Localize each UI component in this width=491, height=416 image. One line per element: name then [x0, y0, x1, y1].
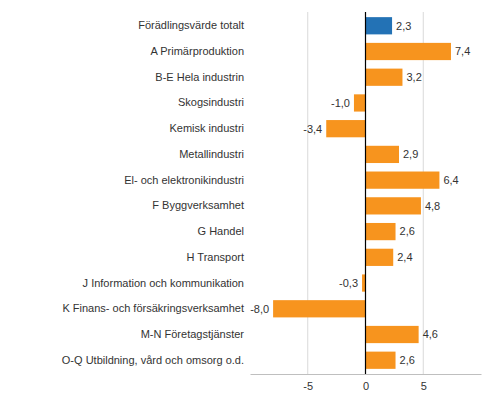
x-axis-line [251, 374, 482, 375]
bar [366, 249, 394, 266]
y-tick: B-E Hela industrin [155, 71, 250, 83]
y-tick-label: Kemisk industri [169, 122, 244, 134]
y-tick: El- och elektronikindustri [124, 174, 250, 186]
y-tick-label: G Handel [198, 225, 244, 237]
bar [366, 146, 399, 163]
data-label: 4,8 [425, 200, 440, 212]
data-label: -0,3 [339, 277, 358, 289]
y-tick: Förädlingsvärde totalt [138, 19, 250, 31]
data-label: 2,6 [400, 225, 415, 237]
bar [273, 300, 365, 317]
y-tick-label: El- och elektronikindustri [124, 174, 244, 186]
x-tick: 0 [363, 374, 369, 392]
data-label: 7,4 [455, 45, 470, 57]
y-tick-label: J Information och kommunikation [83, 277, 244, 289]
y-tick-label: Skogsindustri [178, 96, 244, 108]
bar [366, 197, 421, 214]
chart: -5 0 5 Förädlingsvärde totalt A Primärproduk… [0, 0, 491, 416]
bar [366, 172, 440, 189]
y-tick: O-Q Utbildning, vård och omsorg o.d. [62, 354, 250, 366]
y-tick-label: A Primärproduktion [150, 45, 244, 57]
bar [366, 326, 419, 343]
zero-line [365, 12, 366, 374]
x-tick: -5 [303, 374, 313, 392]
grid [308, 12, 424, 374]
x-tick-label: 5 [421, 380, 427, 392]
data-label: 4,6 [423, 328, 438, 340]
data-label: 3,2 [406, 71, 421, 83]
y-tick: Metallindustri [179, 148, 250, 160]
plot: -5 0 5 Förädlingsvärde totalt A Primärproduk… [62, 12, 482, 392]
y-tick: K Finans- och försäkringsverksamhet [62, 302, 250, 314]
data-label: 6,4 [443, 174, 458, 186]
bar [366, 352, 396, 369]
data-labels: 2,3 7,4 3,2 -1,0 -3,4 2,9 6,4 4,8 2,6 2,4 -0,3 -8,0… [250, 20, 470, 366]
bar [354, 94, 366, 111]
y-tick-label: F Byggverksamhet [152, 199, 244, 211]
data-label: 2,4 [397, 251, 412, 263]
y-tick: Kemisk industri [169, 122, 250, 134]
x-tick-label: 0 [363, 380, 369, 392]
x-tick: 5 [421, 374, 427, 392]
y-tick: H Transport [187, 251, 250, 263]
bar [366, 69, 403, 86]
x-axis: -5 0 5 [251, 374, 482, 392]
bars [273, 17, 451, 369]
grid-line [307, 12, 308, 374]
y-tick: M-N Företagstjänster [141, 328, 250, 340]
y-tick-label: M-N Företagstjänster [141, 328, 245, 340]
y-tick: G Handel [198, 225, 250, 237]
bar [366, 223, 396, 240]
y-tick: A Primärproduktion [150, 45, 250, 57]
y-tick-label: H Transport [187, 251, 244, 263]
y-tick-label: Förädlingsvärde totalt [138, 19, 244, 31]
bar [366, 17, 393, 34]
y-tick-label: O-Q Utbildning, vård och omsorg o.d. [62, 354, 244, 366]
data-label: -1,0 [331, 97, 350, 109]
data-label: 2,6 [400, 354, 415, 366]
y-tick: F Byggverksamhet [152, 199, 250, 211]
bar [326, 120, 365, 137]
x-tick-label: -5 [303, 380, 313, 392]
y-axis: Förädlingsvärde totalt A Primärproduktion… [62, 19, 250, 365]
y-tick-label: Metallindustri [179, 148, 244, 160]
y-tick: J Information och kommunikation [83, 277, 250, 289]
y-tick: Skogsindustri [178, 96, 250, 108]
y-tick-label: B-E Hela industrin [155, 71, 244, 83]
data-label: -8,0 [250, 303, 269, 315]
bar [366, 43, 451, 60]
data-label: -3,4 [303, 123, 322, 135]
y-tick-label: K Finans- och försäkringsverksamhet [62, 302, 244, 314]
grid-line [423, 12, 424, 374]
data-label: 2,9 [403, 148, 418, 160]
data-label: 2,3 [396, 20, 411, 32]
